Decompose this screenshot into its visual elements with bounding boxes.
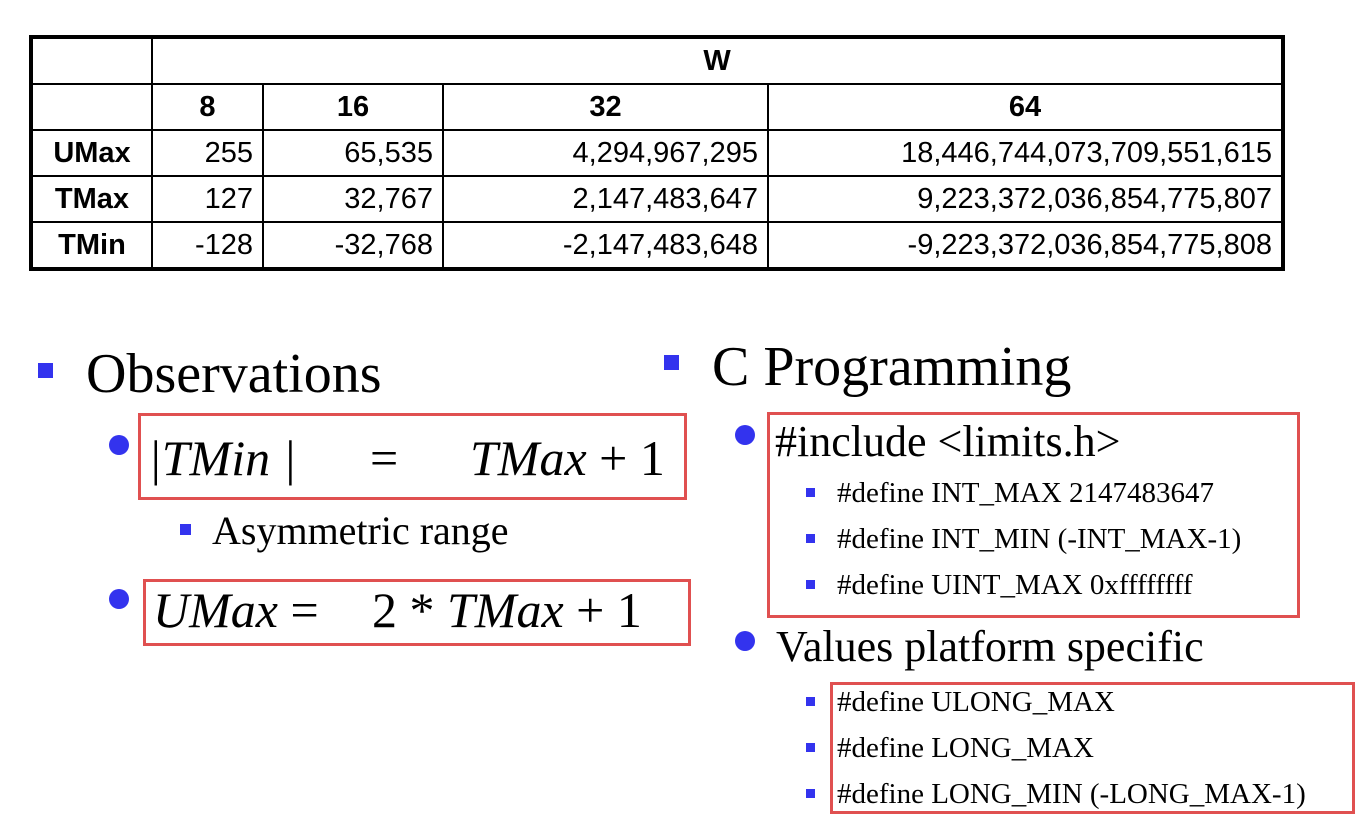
cell: 4,294,967,295 [442, 129, 769, 177]
limits-table: W 8 16 32 64 UMax 255 65,535 4,294,967,2… [29, 35, 1285, 271]
bullet-square-small-icon [806, 488, 815, 497]
eq2-rest: + 1 [576, 582, 642, 638]
highlight-box-eq2 [143, 579, 691, 646]
cell: 127 [151, 175, 264, 223]
col-header-8: 8 [151, 83, 264, 131]
eq1-right: TMax + 1 [470, 433, 665, 483]
bullet-square-small-icon [806, 534, 815, 543]
c-programming-title: C Programming [712, 336, 1072, 398]
bullet-square-small-icon [806, 789, 815, 798]
cell: 32,767 [262, 175, 444, 223]
highlight-box-eq1 [138, 413, 687, 500]
row-label-umax: UMax [30, 129, 153, 177]
define-long-min: #define LONG_MIN (-LONG_MAX-1) [837, 778, 1306, 810]
eq2-var: TMax [447, 582, 564, 638]
bullet-dot-icon [735, 425, 755, 445]
col-header-64: 64 [767, 83, 1284, 131]
cell: -9,223,372,036,854,775,808 [767, 221, 1284, 270]
cell: 65,535 [262, 129, 444, 177]
cell: -128 [151, 221, 264, 270]
values-platform-specific-text: Values platform specific [776, 622, 1204, 671]
cell: 9,223,372,036,854,775,807 [767, 175, 1284, 223]
bullet-square-icon [664, 355, 679, 370]
bullet-square-small-icon [806, 580, 815, 589]
bullet-dot-icon [109, 589, 129, 609]
col-header-16: 16 [262, 83, 444, 131]
cell: 2,147,483,647 [442, 175, 769, 223]
observations-title: Observations [86, 343, 382, 405]
group-header-w: W [151, 36, 1284, 85]
eq1-right-var: TMax [470, 430, 587, 486]
eq2-equals: = [290, 582, 319, 638]
cell: -2,147,483,648 [442, 221, 769, 270]
include-limits-text: #include <limits.h> [775, 417, 1121, 466]
eq1-equals: = [370, 430, 399, 486]
define-uint-max: #define UINT_MAX 0xffffffff [837, 569, 1193, 601]
col-header-32: 32 [442, 83, 769, 131]
cell: -32,768 [262, 221, 444, 270]
bullet-square-small-icon [806, 697, 815, 706]
highlight-box-long [830, 682, 1355, 814]
bullet-square-small-icon [180, 524, 191, 535]
equation-umax: UMax = [153, 585, 319, 635]
bullet-square-icon [38, 363, 53, 378]
define-int-max: #define INT_MAX 2147483647 [837, 477, 1214, 509]
bullet-dot-icon [109, 435, 129, 455]
bullet-square-small-icon [806, 743, 815, 752]
table-row: TMin -128 -32,768 -2,147,483,648 -9,223,… [30, 221, 1284, 270]
cell: 255 [151, 129, 264, 177]
corner-cell-2 [30, 83, 153, 131]
eq1-right-rest: + 1 [599, 430, 665, 486]
eq2-mid: 2 * [372, 582, 435, 638]
highlight-box-limits [767, 412, 1300, 618]
define-long-max: #define LONG_MAX [837, 732, 1094, 764]
bullet-dot-icon [735, 631, 755, 651]
corner-cell [30, 36, 153, 85]
table-row: UMax 255 65,535 4,294,967,295 18,446,744… [30, 129, 1284, 177]
eq1-left: |TMin | [148, 430, 297, 486]
eq2-left: UMax [153, 582, 278, 638]
row-label-tmin: TMin [30, 221, 153, 270]
asymmetric-range-text: Asymmetric range [212, 508, 509, 553]
table-row: TMax 127 32,767 2,147,483,647 9,223,372,… [30, 175, 1284, 223]
cell: 18,446,744,073,709,551,615 [767, 129, 1284, 177]
define-ulong-max: #define ULONG_MAX [837, 686, 1115, 718]
define-int-min: #define INT_MIN (-INT_MAX-1) [837, 523, 1242, 555]
eq2-right: 2 * TMax + 1 [372, 585, 642, 635]
equation-abs-tmin: |TMin | [148, 433, 296, 483]
row-label-tmax: TMax [30, 175, 153, 223]
